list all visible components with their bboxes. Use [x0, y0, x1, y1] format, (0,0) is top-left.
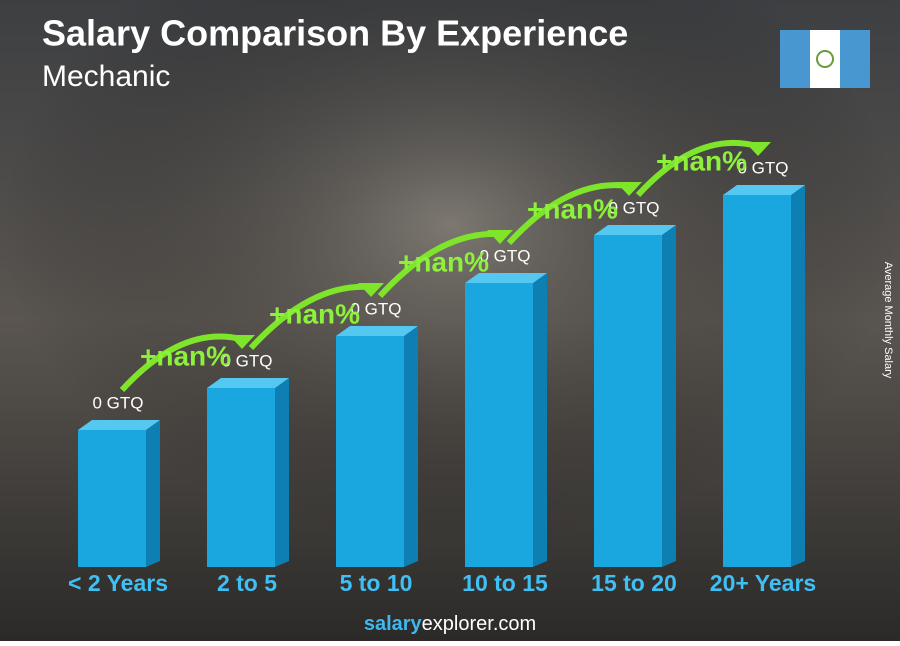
change-arrow: [248, 283, 371, 351]
bar-top: [207, 378, 289, 388]
change-arrowhead: [616, 182, 642, 196]
category-label: 15 to 20: [591, 570, 677, 596]
change-arrowhead: [745, 142, 771, 156]
change-arrow: [377, 230, 500, 299]
change-label: +nan%: [140, 340, 231, 371]
footer: salaryexplorer.com: [364, 613, 536, 635]
bar-top: [594, 225, 676, 235]
bar-front: [207, 388, 275, 567]
bar-side: [791, 185, 805, 567]
flag-stripe: [780, 30, 810, 88]
subtitle: Mechanic: [42, 60, 170, 93]
category-label: 2 to 5: [217, 570, 277, 596]
bar-top: [336, 326, 418, 336]
value-label: 0 GTQ: [350, 299, 401, 318]
value-label: 0 GTQ: [92, 393, 143, 412]
category-label: 10 to 15: [462, 570, 548, 596]
bar-side: [146, 420, 160, 567]
value-label: 0 GTQ: [479, 246, 530, 265]
flag-stripe: [840, 30, 870, 88]
value-label: 0 GTQ: [608, 198, 659, 217]
value-label: 0 GTQ: [737, 158, 788, 177]
bar-front: [594, 235, 662, 567]
flag-emblem: [816, 50, 834, 68]
bar-top: [78, 420, 160, 430]
bar-side: [404, 326, 418, 567]
title: Salary Comparison By Experience: [42, 13, 628, 54]
flag-stripe: [810, 30, 840, 88]
bar-top: [723, 185, 805, 195]
bar-side: [662, 225, 676, 567]
change-arrowhead: [229, 335, 255, 349]
bar-front: [336, 336, 404, 567]
change-label: +nan%: [527, 193, 618, 224]
bar-side: [275, 378, 289, 567]
change-arrow: [506, 182, 629, 246]
category-label: < 2 Years: [68, 570, 168, 596]
change-label: +nan%: [656, 145, 747, 176]
category-label: 20+ Years: [710, 570, 816, 596]
change-label: +nan%: [269, 298, 360, 329]
bar-front: [723, 195, 791, 567]
change-arrowhead: [358, 283, 384, 297]
bar-front: [465, 283, 533, 567]
axis-label: Average Monthly Salary: [882, 262, 894, 379]
change-arrow: [635, 139, 758, 198]
footer-rest: explorer.com: [422, 613, 537, 635]
category-label: 5 to 10: [340, 570, 413, 596]
value-label: 0 GTQ: [221, 351, 272, 370]
bar-side: [533, 273, 547, 567]
change-arrow: [119, 333, 242, 393]
change-label: +nan%: [398, 246, 489, 277]
bar-front: [78, 430, 146, 567]
bar-top: [465, 273, 547, 283]
change-arrowhead: [487, 230, 513, 244]
footer-bold: salary: [364, 613, 423, 635]
